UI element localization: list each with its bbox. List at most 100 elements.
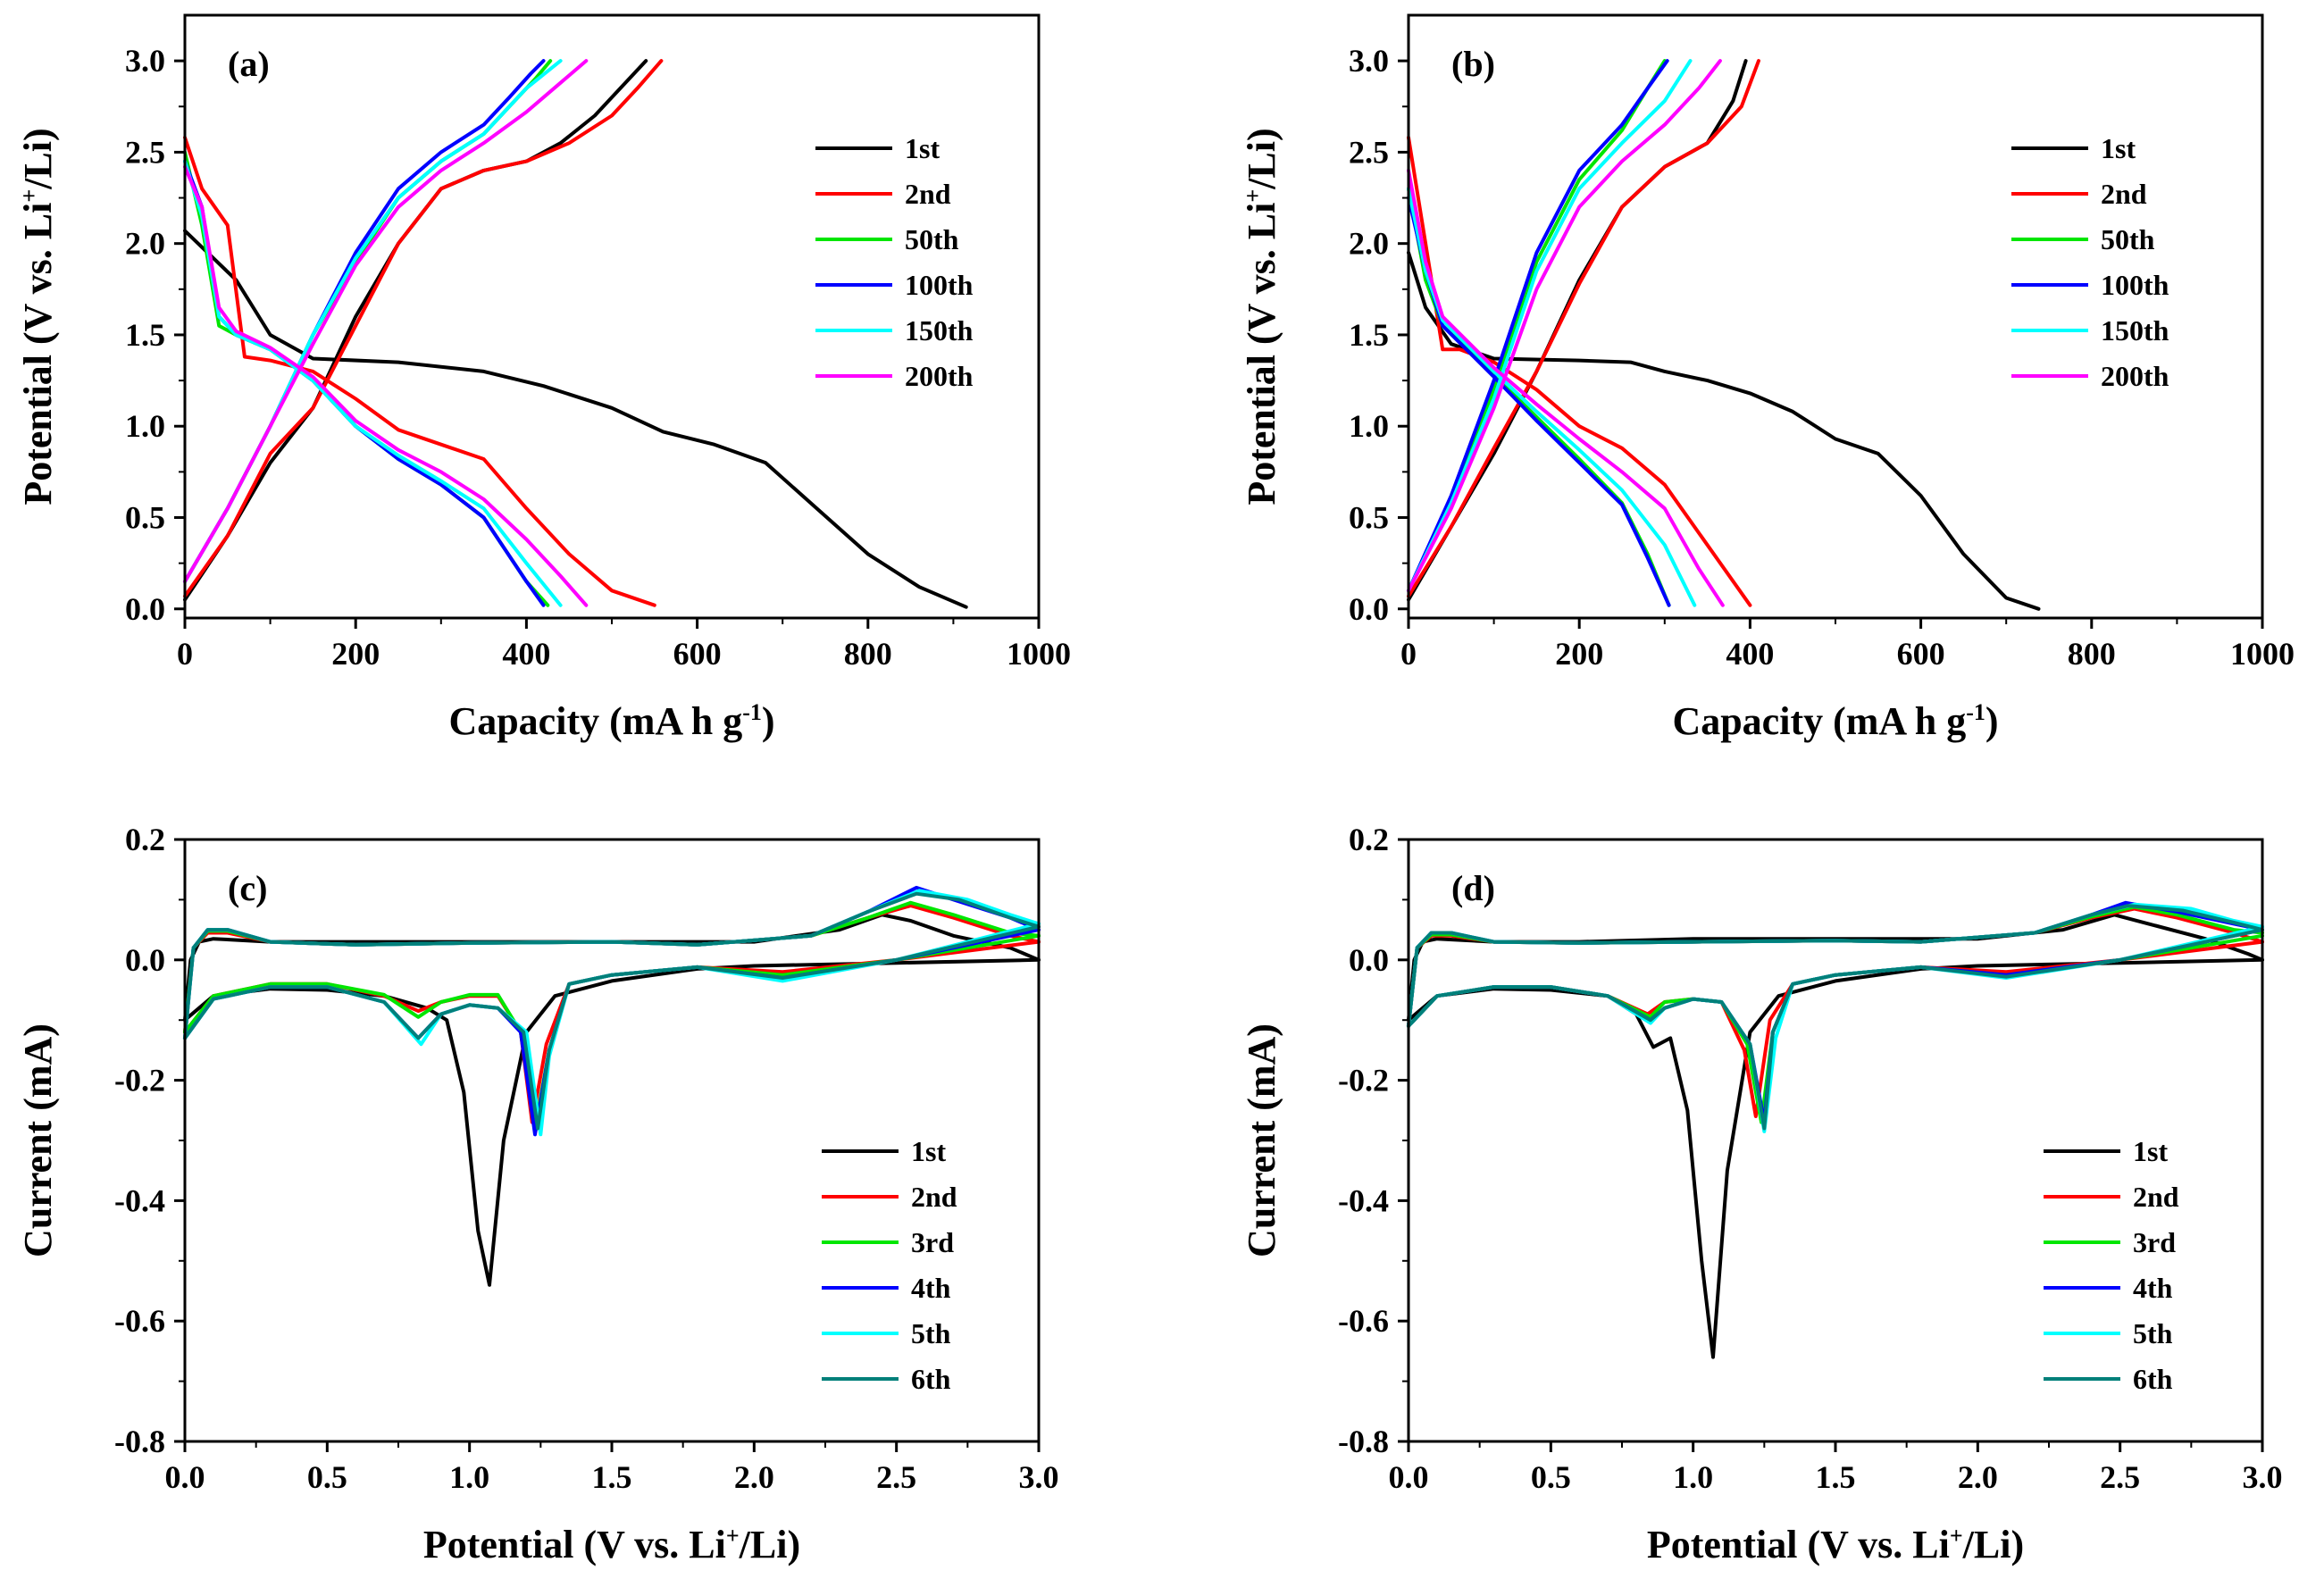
x-axis-label-end: ) — [1985, 699, 1999, 743]
x-axis-label: Potential (V vs. Li+/Li) — [1647, 1523, 2024, 1566]
legend-label: 6th — [911, 1363, 951, 1395]
panel-label-c: (c) — [228, 868, 267, 908]
y-tick-label: 1.0 — [125, 408, 165, 444]
x-axis-label-main: Capacity (mA h g — [448, 699, 742, 743]
curves-c — [183, 885, 1041, 1287]
y-tick-label: -0.6 — [114, 1303, 165, 1339]
legend-a: 1st 2nd 50th 100th 150th 200th — [815, 132, 974, 392]
curves-d — [1407, 900, 2264, 1359]
y-axis-label-main: Current (mA) — [16, 1023, 60, 1257]
y-tick-label: 3.0 — [125, 43, 165, 79]
legend-label: 4th — [2133, 1272, 2173, 1304]
series-line-a-1st-discharge — [183, 229, 968, 609]
y-tick-label: 0.2 — [1349, 822, 1389, 857]
x-tick-label: 1.0 — [1673, 1459, 1713, 1495]
y-tick-label: 0.2 — [125, 822, 165, 857]
legend-label: 1st — [2101, 132, 2136, 164]
y-tick-label: -0.2 — [1338, 1063, 1389, 1098]
legend-label: 2nd — [2133, 1181, 2179, 1213]
series-line-d-5th-anodic — [1407, 902, 2264, 1028]
y-axis-label: Potential (V vs. Li+/Li) — [16, 128, 60, 505]
x-tick-label: 3.0 — [2243, 1459, 2283, 1495]
y-axis-label: Current (mA) — [16, 1023, 60, 1257]
series-line-a-2nd-charge — [183, 59, 664, 598]
x-axis-label: Potential (V vs. Li+/Li) — [423, 1523, 800, 1566]
series-line-d-1st-anodic — [1407, 913, 2264, 1023]
x-axis-label-sup: + — [1950, 1523, 1963, 1549]
panel-label-a: (a) — [228, 44, 270, 84]
series-line-c-6th-cathodic — [183, 924, 1041, 1131]
series-line-b-100th-charge — [1407, 59, 1669, 593]
x-tick-label: 800 — [2068, 636, 2116, 672]
legend-label: 100th — [905, 269, 974, 301]
series-line-c-6th-anodic — [183, 891, 1041, 1040]
x-tick-label: 0 — [1400, 636, 1417, 672]
legend-label: 2nd — [905, 178, 951, 210]
legend-label: 1st — [905, 132, 940, 164]
legend-label: 200th — [2101, 360, 2169, 392]
panel-label-b: (b) — [1451, 44, 1495, 84]
y-tick-label: 2.5 — [1349, 134, 1389, 170]
y-tick-label: 1.5 — [1349, 317, 1389, 353]
y-tick-label: -0.8 — [114, 1424, 165, 1459]
series-line-a-200th-charge — [183, 59, 589, 584]
series-line-a-100th-discharge — [183, 159, 546, 607]
chart-panel-c: 0.0 0.5 1.0 1.5 2.0 2.5 3.0 -0.8 -0.6 -0.4 -0.2 0.0… — [16, 822, 1059, 1566]
x-tick-label: 1.0 — [449, 1459, 489, 1495]
x-tick-label: 3.0 — [1019, 1459, 1059, 1495]
series-line-c-2nd-cathodic — [183, 940, 1041, 1124]
x-axis-label-sup: -1 — [742, 699, 762, 725]
x-tick-label: 1.5 — [592, 1459, 632, 1495]
y-axis-label-main: Potential (V vs. Li — [1240, 203, 1283, 505]
x-axis-label-end: /Li) — [739, 1523, 800, 1566]
y-tick-label: 0.5 — [1349, 500, 1389, 536]
panel-label-d: (d) — [1451, 868, 1495, 908]
x-axis-label-main: Potential (V vs. Li — [1647, 1523, 1950, 1566]
y-axis-label-sup: + — [1240, 189, 1266, 203]
legend-label: 5th — [2133, 1317, 2173, 1349]
series-line-d-6th-anodic — [1407, 904, 2264, 1028]
curves-b — [1407, 59, 2041, 611]
x-tick-label: 0.5 — [307, 1459, 347, 1495]
legend-label: 50th — [905, 223, 959, 255]
y-axis-label-sup: + — [16, 189, 42, 203]
series-line-d-3rd-anodic — [1407, 905, 2264, 1028]
legend-b: 1st 2nd 50th 100th 150th 200th — [2011, 132, 2169, 392]
legend-label: 200th — [905, 360, 974, 392]
legend-label: 150th — [905, 314, 974, 347]
y-tick-label: -0.6 — [1338, 1303, 1389, 1339]
chart-panel-d: 0.0 0.5 1.0 1.5 2.0 2.5 3.0 -0.8 -0.6 -0.4 -0.2 0.0… — [1240, 822, 2283, 1566]
legend-label: 6th — [2133, 1363, 2173, 1395]
series-line-c-3rd-cathodic — [183, 933, 1041, 1131]
x-tick-label: 200 — [331, 636, 380, 672]
y-tick-label: 0.0 — [125, 591, 165, 627]
x-axis-label-main: Potential (V vs. Li — [423, 1523, 726, 1566]
x-tick-label: 2.5 — [2100, 1459, 2140, 1495]
x-axis-label-sup: -1 — [1966, 699, 1985, 725]
series-line-b-200th-charge — [1407, 59, 1722, 593]
x-tick-label: 200 — [1555, 636, 1603, 672]
legend-label: 2nd — [2101, 178, 2147, 210]
x-tick-label: 0.0 — [165, 1459, 205, 1495]
x-axis-label-main: Capacity (mA h g — [1672, 699, 1966, 743]
x-tick-label: 2.5 — [876, 1459, 916, 1495]
x-tick-label: 800 — [844, 636, 892, 672]
legend-label: 150th — [2101, 314, 2169, 347]
series-line-a-50th-discharge — [183, 150, 550, 607]
legend-c: 1st 2nd 3rd 4th 5th 6th — [822, 1135, 957, 1395]
x-tick-label: 0.5 — [1531, 1459, 1571, 1495]
chart-panel-b: 0 200 400 600 800 1000 0.0 0.5 1.0 1.5 2.0 2.5 3.0 Ca… — [1240, 13, 2295, 743]
series-line-b-2nd-charge — [1407, 59, 1760, 598]
x-tick-label: 2.0 — [734, 1459, 774, 1495]
legend-label: 3rd — [911, 1226, 954, 1258]
y-tick-label: 0.0 — [125, 942, 165, 978]
x-axis-label-sup: + — [726, 1523, 740, 1549]
y-tick-label: -0.8 — [1338, 1424, 1389, 1459]
x-axis-label-end: /Li) — [1962, 1523, 2024, 1566]
y-tick-label: 3.0 — [1349, 43, 1389, 79]
y-axis-label: Current (mA) — [1240, 1023, 1283, 1257]
series-line-b-150th-discharge — [1407, 187, 1697, 607]
y-tick-label: -0.4 — [1338, 1182, 1389, 1218]
series-line-d-2nd-anodic — [1407, 906, 2264, 1028]
x-tick-label: 2.0 — [1958, 1459, 1998, 1495]
